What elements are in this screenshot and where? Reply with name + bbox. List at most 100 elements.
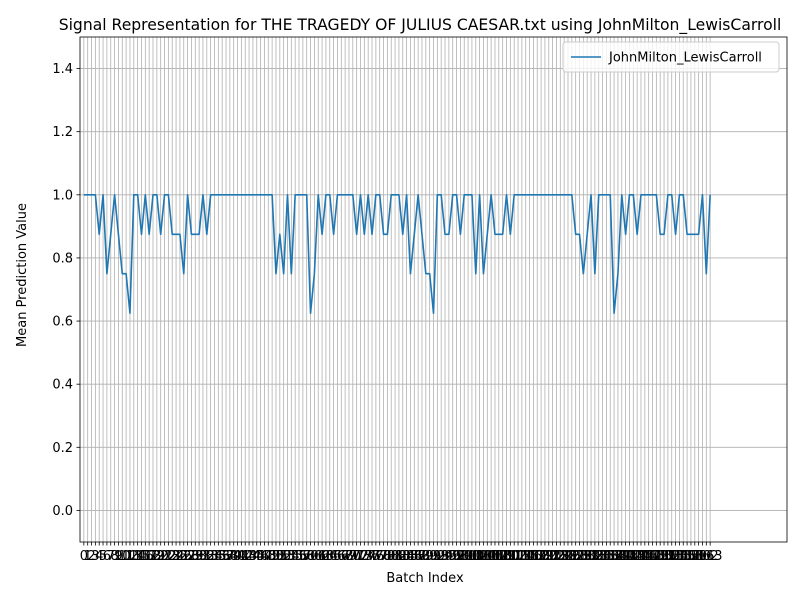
x-tick-label: 113 xyxy=(506,549,531,564)
x-tick-label: 145 xyxy=(629,549,654,564)
grid xyxy=(80,37,787,542)
x-tick-label: 154 xyxy=(663,549,688,564)
x-tick-label: 106 xyxy=(479,549,504,564)
x-tick-label: 28 xyxy=(183,549,200,564)
x-tick-label: 160 xyxy=(686,549,711,564)
y-tick-label: 0.4 xyxy=(52,378,73,393)
x-tick-label: 129 xyxy=(567,549,592,564)
x-tick-label: 124 xyxy=(548,549,573,564)
x-tick-label: 128 xyxy=(563,549,588,564)
x-tick-label: 123 xyxy=(544,549,569,564)
x-tick-label: 32 xyxy=(199,549,216,564)
x-tick-label: 12 xyxy=(122,549,139,564)
x-tick-label: 93 xyxy=(433,549,450,564)
y-tick-label: 0.6 xyxy=(52,315,73,330)
x-tick-label: 51 xyxy=(272,549,289,564)
x-tick-label: 66 xyxy=(329,549,346,564)
y-axis-label: Mean Prediction Value xyxy=(15,203,30,347)
x-tick-label: 159 xyxy=(682,549,707,564)
x-tick-label: 29 xyxy=(187,549,204,564)
x-tick-label: 61 xyxy=(310,549,327,564)
y-tick-label: 1.2 xyxy=(52,125,73,140)
x-tick-label: 111 xyxy=(498,549,523,564)
x-tick-label: 26 xyxy=(175,549,192,564)
x-tick-label: 54 xyxy=(283,549,300,564)
x-tick-label: 68 xyxy=(337,549,354,564)
x-tick-label: 79 xyxy=(379,549,396,564)
x-tick-label: 150 xyxy=(648,549,673,564)
x-tick-label: 84 xyxy=(398,549,415,564)
x-tick-label: 64 xyxy=(321,549,338,564)
x-tick-label: 107 xyxy=(483,549,508,564)
x-tick-label: 65 xyxy=(325,549,342,564)
x-tick-label: 16 xyxy=(137,549,154,564)
x-tick-label: 22 xyxy=(160,549,177,564)
x-tick-label: 42 xyxy=(237,549,254,564)
series-layer xyxy=(83,194,711,314)
x-tick-label: 35 xyxy=(210,549,227,564)
x-tick-label: 56 xyxy=(291,549,308,564)
series-line-johnmilton-lewiscarroll xyxy=(83,194,711,314)
x-tick-label: 43 xyxy=(241,549,258,564)
x-tick-label: 50 xyxy=(268,549,285,564)
x-tick-label: 87 xyxy=(410,549,427,564)
x-tick-label: 104 xyxy=(471,549,496,564)
x-tick-label: 88 xyxy=(414,549,431,564)
x-tick-label: 57 xyxy=(295,549,312,564)
x-tick-label: 47 xyxy=(256,549,273,564)
x-tick-label: 90 xyxy=(421,549,438,564)
x-tick-label: 163 xyxy=(698,549,723,564)
x-tick-label: 158 xyxy=(679,549,704,564)
x-tick-label: 83 xyxy=(394,549,411,564)
x-tick-label: 19 xyxy=(149,549,166,564)
x-tick-label: 31 xyxy=(195,549,212,564)
x-tick-label: 99 xyxy=(456,549,473,564)
x-tick-label: 136 xyxy=(594,549,619,564)
x-tick-label: 18 xyxy=(145,549,162,564)
x-tick-label: 149 xyxy=(644,549,669,564)
x-tick-label: 4 xyxy=(95,549,103,564)
x-tick-label: 1 xyxy=(84,549,92,564)
x-tick-label: 27 xyxy=(179,549,196,564)
x-tick-label: 89 xyxy=(418,549,435,564)
x-tick-label: 133 xyxy=(582,549,607,564)
y-tick-label: 1.0 xyxy=(52,188,73,203)
x-tick-label: 94 xyxy=(437,549,454,564)
x-tick-label: 53 xyxy=(279,549,296,564)
x-tick-label: 86 xyxy=(406,549,423,564)
x-tick-label: 58 xyxy=(298,549,315,564)
x-tick-label: 71 xyxy=(348,549,365,564)
x-tick-label: 144 xyxy=(625,549,650,564)
x-tick-label: 132 xyxy=(579,549,604,564)
x-tick-label: 7 xyxy=(107,549,115,564)
x-tick-label: 6 xyxy=(103,549,111,564)
x-tick-label: 14 xyxy=(129,549,146,564)
x-tick-label: 67 xyxy=(333,549,350,564)
x-tick-label: 85 xyxy=(402,549,419,564)
legend-entry-label: JohnMilton_LewisCarroll xyxy=(608,51,762,66)
x-tick-label: 69 xyxy=(341,549,358,564)
x-tick-label: 8 xyxy=(110,549,118,564)
x-tick-label: 80 xyxy=(383,549,400,564)
x-tick-label: 100 xyxy=(456,549,481,564)
x-tick-label: 125 xyxy=(552,549,577,564)
x-tick-label: 146 xyxy=(632,549,657,564)
x-axis-label: Batch Index xyxy=(386,571,464,586)
x-tick-label: 103 xyxy=(467,549,492,564)
x-tick-label: 116 xyxy=(517,549,542,564)
ticks: 0.00.20.40.60.81.01.21.40123456789101112… xyxy=(52,62,722,564)
x-tick-label: 162 xyxy=(694,549,719,564)
x-tick-label: 11 xyxy=(118,549,135,564)
x-tick-label: 0 xyxy=(80,549,88,564)
x-tick-label: 55 xyxy=(287,549,304,564)
x-tick-label: 147 xyxy=(636,549,661,564)
x-tick-label: 156 xyxy=(671,549,696,564)
x-tick-label: 142 xyxy=(617,549,642,564)
chart-title: Signal Representation for THE TRAGEDY OF… xyxy=(59,16,782,35)
x-tick-label: 137 xyxy=(598,549,623,564)
x-tick-label: 34 xyxy=(206,549,223,564)
x-tick-label: 105 xyxy=(475,549,500,564)
